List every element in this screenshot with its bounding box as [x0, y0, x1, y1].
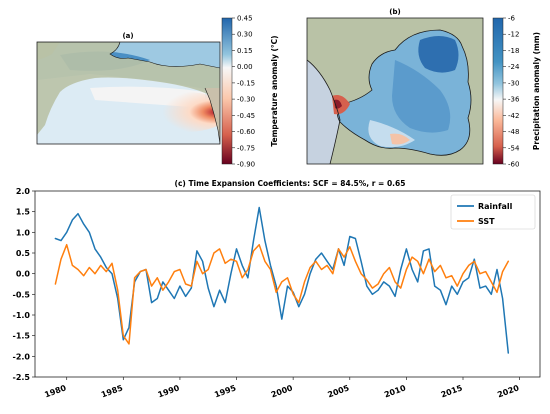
series-line-sst: [54, 243, 510, 345]
andes-coast: [205, 88, 220, 144]
x-tick-label: 1995: [213, 383, 237, 399]
y-axis: -2.5 -2.0 -1.5 -1.0 -0.5 0.0 0.5 1.0 1.5 2.0: [13, 187, 35, 382]
colorbar-b-tick-label: -18: [508, 47, 519, 55]
panel-b-map: [307, 18, 483, 164]
panel-b-label: (b): [389, 8, 400, 16]
x-tick-label: 2020: [496, 383, 520, 399]
legend: Rainfall SST: [450, 194, 536, 230]
panel-b-frame: [306, 17, 484, 165]
colorbar-b: [492, 17, 504, 165]
colorbar-a-tick-label: -0.90: [237, 161, 255, 169]
plot-frame: [34, 190, 541, 378]
panel-a-label: (a): [122, 32, 133, 40]
coastline-west: [204, 87, 220, 144]
y-tick-label: -2.5: [13, 373, 31, 382]
colorbar-a-tick-label: -0.75: [237, 144, 255, 152]
colorbar-b-ticks: -6 -12 -18 -24 -30 -36 -42 -48 -54 -60: [503, 15, 520, 169]
north-land: [37, 42, 60, 60]
colorbar-b-tick-label: -30: [508, 79, 519, 87]
x-tick-label: 1990: [157, 383, 181, 399]
colorbar-b-tick-label: -6: [508, 15, 516, 23]
y-tick-label: -1.0: [13, 311, 31, 320]
colorbar-a-tick-label: -0.15: [237, 79, 255, 87]
basin-mid-negative: [392, 60, 451, 133]
colorbar-a-tick-label: -0.45: [237, 112, 255, 120]
x-tick-label: 2005: [326, 383, 350, 399]
x-tick-label: 2000: [270, 383, 294, 399]
colorbar-a-tick-label: 0.15: [237, 47, 253, 55]
chart-title: (c) Time Expansion Coefficients: SCF = 8…: [175, 179, 406, 188]
y-tick-label: 1.5: [16, 208, 31, 217]
colorbar-b-tick-label: -54: [508, 144, 520, 152]
colorbar-b-tick-label: -60: [508, 161, 519, 169]
colorbar-b-tick-label: -24: [508, 63, 520, 71]
panel-a-frame: [36, 41, 221, 145]
y-tick-label: 2.0: [16, 187, 31, 196]
colorbar-a-ticks: 0.45 0.30 0.15 0.00 -0.15 -0.30 -0.45 -0.60 -0.7…: [232, 15, 255, 169]
colorbar-a-tick-label: 0.30: [237, 31, 253, 39]
south-america-land: [37, 42, 220, 135]
x-tick-label: 2010: [383, 383, 407, 399]
x-axis: 1980 1985 1990 1995 2000 2005 2010 2015 2020: [43, 377, 521, 399]
coastline: [37, 42, 220, 69]
colorbar-b-tick-label: -12: [508, 31, 519, 39]
sst-cold-tongue: [140, 92, 220, 132]
y-tick-label: 0.0: [16, 270, 31, 279]
atlantic-ocean: [307, 60, 340, 164]
coastline-b: [307, 59, 341, 164]
colorbar-a-tick-label: 0.45: [237, 15, 253, 23]
series-line-rainfall: [54, 206, 510, 354]
panel-a-map: [37, 42, 220, 144]
colorbar-b-tick-label: -42: [508, 112, 519, 120]
legend-label-rainfall: Rainfall: [478, 202, 513, 211]
x-tick-label: 2015: [440, 383, 464, 399]
y-tick-label: -1.5: [13, 332, 31, 341]
y-tick-label: 1.0: [16, 228, 31, 237]
basin-positive-anomaly: [390, 133, 410, 145]
colorbar-b-tick-label: -48: [508, 128, 519, 136]
colorbar-a-tick-label: 0.00: [237, 63, 253, 71]
colorbar-a-label: Temperature anomaly (°C): [270, 35, 279, 146]
series-layer: [54, 206, 510, 354]
y-tick-label: -2.0: [13, 352, 31, 361]
colorbar-a-tick-label: -0.60: [237, 128, 255, 136]
colorbar-a-tick-label: -0.30: [237, 96, 255, 104]
legend-label-sst: SST: [478, 217, 495, 226]
x-tick-label: 1985: [100, 383, 124, 399]
x-tick-label: 1980: [43, 383, 67, 399]
colorbar-b-tick-label: -36: [508, 96, 520, 104]
colorbar-a: [221, 17, 233, 165]
y-tick-label: -0.5: [13, 290, 31, 299]
colorbar-b-label: Precipitation anomaly (mm): [532, 32, 541, 150]
basin-strong-negative: [418, 36, 459, 73]
y-tick-label: 0.5: [16, 249, 31, 258]
